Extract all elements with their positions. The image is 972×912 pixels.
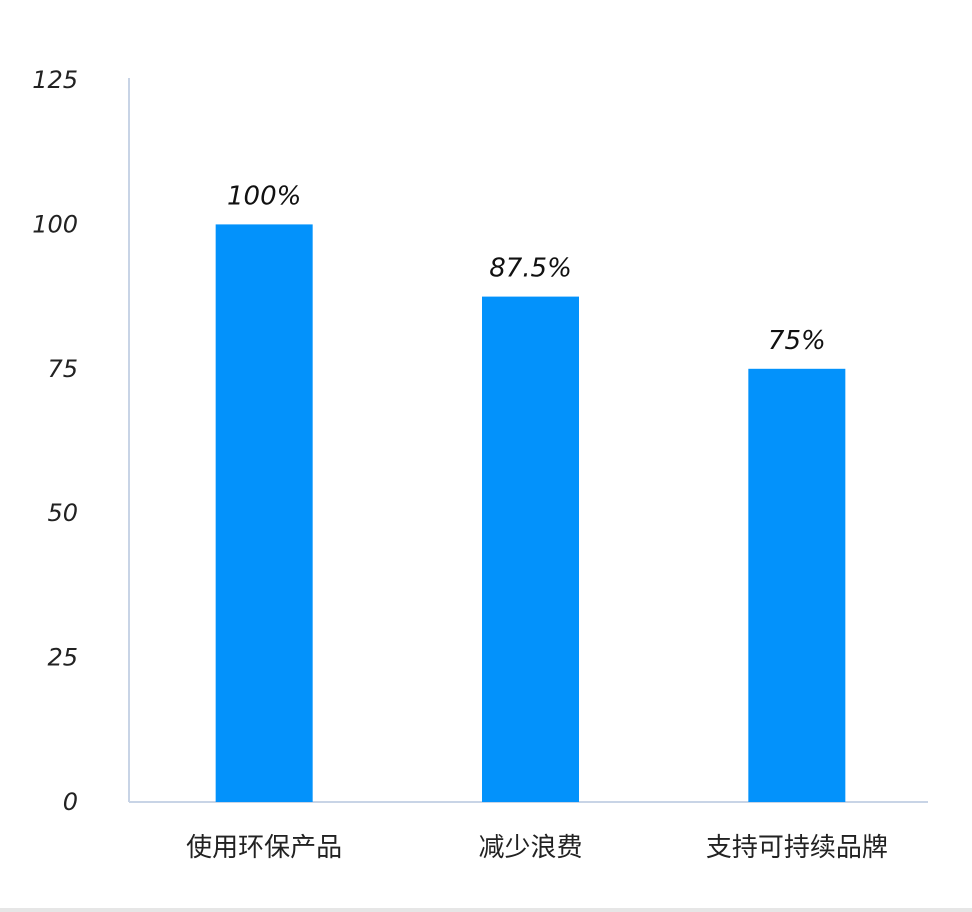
bottom-divider [0, 908, 972, 912]
data-label: 75% [768, 326, 826, 356]
data-label: 87.5% [489, 254, 572, 284]
y-tick-label: 25 [47, 644, 78, 672]
x-tick-label: 减少浪费 [478, 833, 582, 863]
bar-3 [748, 368, 846, 802]
bar-2 [482, 296, 579, 802]
y-tick-label: 0 [63, 788, 78, 816]
y-tick-label: 125 [32, 66, 78, 94]
y-tick-label: 75 [47, 355, 78, 383]
x-tick-label: 支持可持续品牌 [706, 833, 888, 863]
y-tick-label: 100 [32, 210, 78, 238]
data-label: 100% [227, 181, 301, 211]
bar-1 [215, 224, 313, 802]
x-tick-label: 使用环保产品 [186, 833, 342, 863]
y-tick-label: 50 [47, 499, 78, 527]
